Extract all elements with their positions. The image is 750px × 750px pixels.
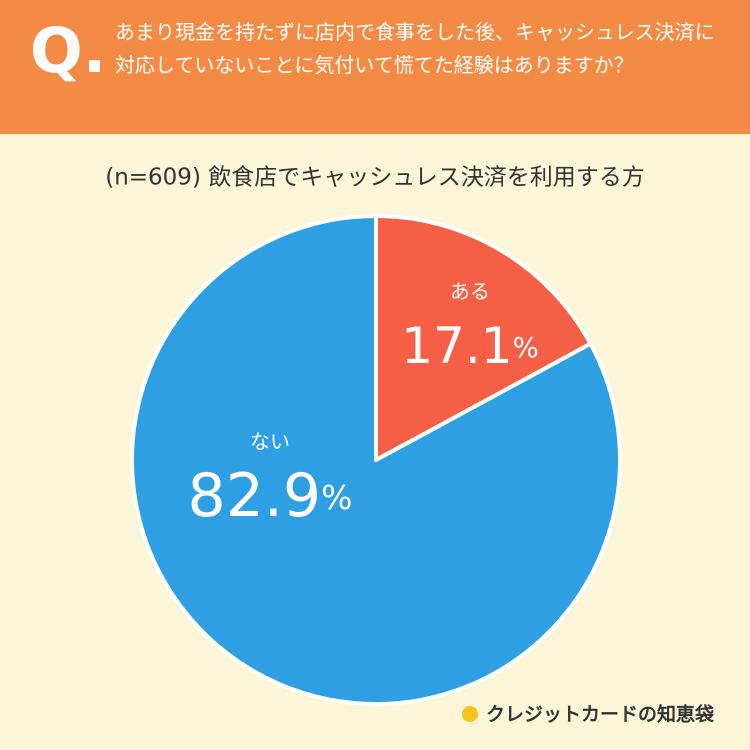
value-label: 17.1% xyxy=(401,317,538,375)
header: Q. あまり現金を持たずに店内で食事をした後、キャッシュレス決済に対応していない… xyxy=(0,0,750,134)
pie-slice xyxy=(130,214,622,706)
logo: クレジットカードの知恵袋 xyxy=(462,703,715,726)
value-number: 82.9 xyxy=(188,461,322,531)
value-unit: % xyxy=(513,332,539,364)
pie: ある 17.1% ない 82.9% xyxy=(130,214,622,706)
value-unit: % xyxy=(321,478,352,517)
category-label: ない xyxy=(250,430,290,454)
category-label: ある xyxy=(450,280,490,304)
value-label: 82.9% xyxy=(188,461,353,531)
chart-title: あまり現金を持たずに店内で食事をした後、キャッシュレス決済に対応していないことに… xyxy=(115,20,715,77)
chart-subtitle: (n=609) 飲食店でキャッシュレス決済を利用する方 xyxy=(105,165,645,191)
pie-slice xyxy=(374,214,593,462)
logo-icon xyxy=(462,706,478,722)
badge: Q. xyxy=(30,14,107,87)
source: クレジットカードの知恵袋 xyxy=(486,703,715,726)
value-number: 17.1 xyxy=(401,317,512,375)
